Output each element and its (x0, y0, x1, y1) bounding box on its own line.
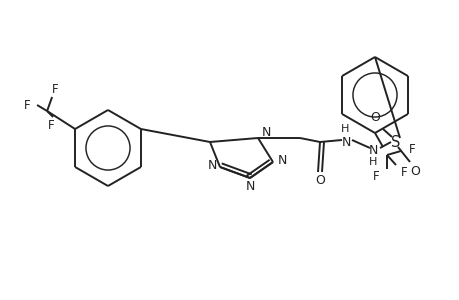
Text: N: N (341, 136, 350, 148)
Text: F: F (52, 82, 58, 95)
Text: N: N (207, 158, 216, 172)
Text: H: H (368, 157, 376, 167)
Text: N: N (245, 181, 254, 194)
Text: O: O (314, 175, 324, 188)
Text: F: F (48, 118, 54, 131)
Text: F: F (408, 142, 414, 155)
Text: F: F (400, 167, 406, 179)
Text: H: H (340, 124, 348, 134)
Text: N: N (368, 143, 377, 157)
Text: S: S (391, 134, 400, 149)
Text: O: O (409, 164, 419, 178)
Text: F: F (372, 170, 379, 184)
Text: N: N (261, 125, 270, 139)
Text: N: N (277, 154, 286, 166)
Text: O: O (369, 110, 379, 124)
Text: F: F (24, 98, 30, 112)
